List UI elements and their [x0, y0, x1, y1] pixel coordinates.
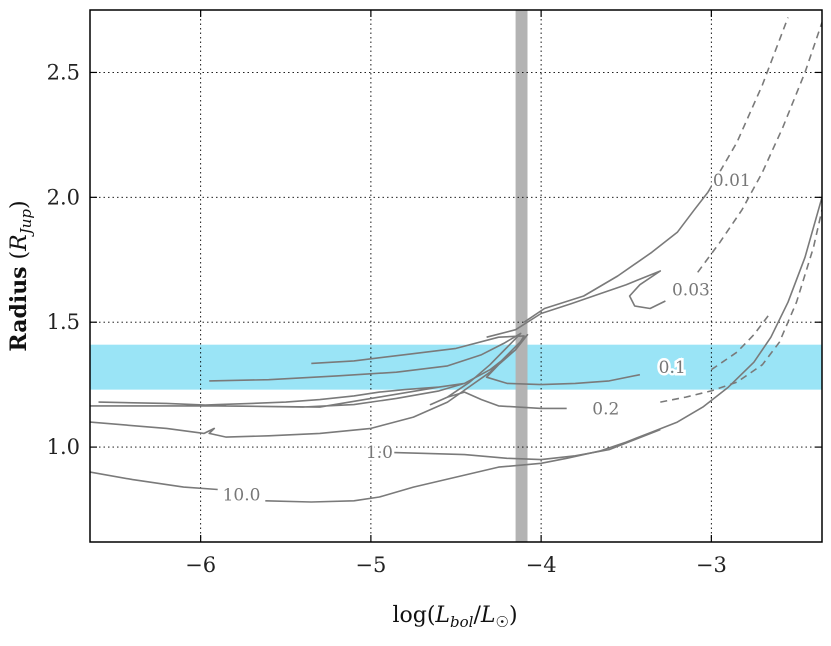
x-tick-label: −4 — [526, 553, 557, 577]
contour-label: 1.0 — [366, 443, 393, 463]
x-tick-label: −6 — [185, 553, 216, 577]
contour-label: 0.03 — [672, 281, 710, 301]
y-tick-label: 1.0 — [47, 435, 80, 459]
series-line-10-0 — [265, 197, 822, 503]
contour-label: 0.2 — [592, 399, 619, 419]
y-tick-label: 1.5 — [47, 310, 80, 334]
x-tick-label: −5 — [355, 553, 386, 577]
band-layer — [90, 10, 822, 542]
x-axis-label: log(Lbol/L☉) — [392, 603, 517, 631]
contour-label: 0.01 — [713, 171, 751, 191]
series-line-0-2 — [209, 332, 567, 410]
vertical-band — [515, 10, 528, 542]
contour-label: 0.1 — [659, 358, 686, 378]
y-tick-label: 2.5 — [47, 60, 80, 84]
series-line-0-03 — [486, 270, 666, 338]
plot-frame — [89, 9, 823, 543]
series-line-0-2-dashed — [660, 209, 822, 403]
tick-layer: −6 −5 −4 −3 1.0 1.5 2.0 2.5 — [47, 10, 822, 577]
series-line-0-01 — [523, 191, 709, 323]
contour-label-layer: 0.01 0.03 0.1 0.2 1.0 10.0 — [220, 168, 753, 508]
contour-label: 10.0 — [223, 486, 261, 506]
series-line-0-1-dashed — [710, 311, 772, 371]
x-tick-label: −3 — [696, 553, 727, 577]
y-tick-label: 2.0 — [47, 185, 80, 209]
series-line-0-03-dashed — [697, 22, 822, 273]
horizontal-band — [90, 344, 822, 390]
grid-layer — [90, 10, 822, 542]
y-axis-label: Radius (RJup) — [6, 200, 35, 351]
series-line-10-0 — [90, 471, 218, 491]
series-line-0-01-dashed — [707, 17, 789, 193]
series-line-1-0 — [90, 333, 529, 438]
series-layer — [90, 17, 822, 503]
